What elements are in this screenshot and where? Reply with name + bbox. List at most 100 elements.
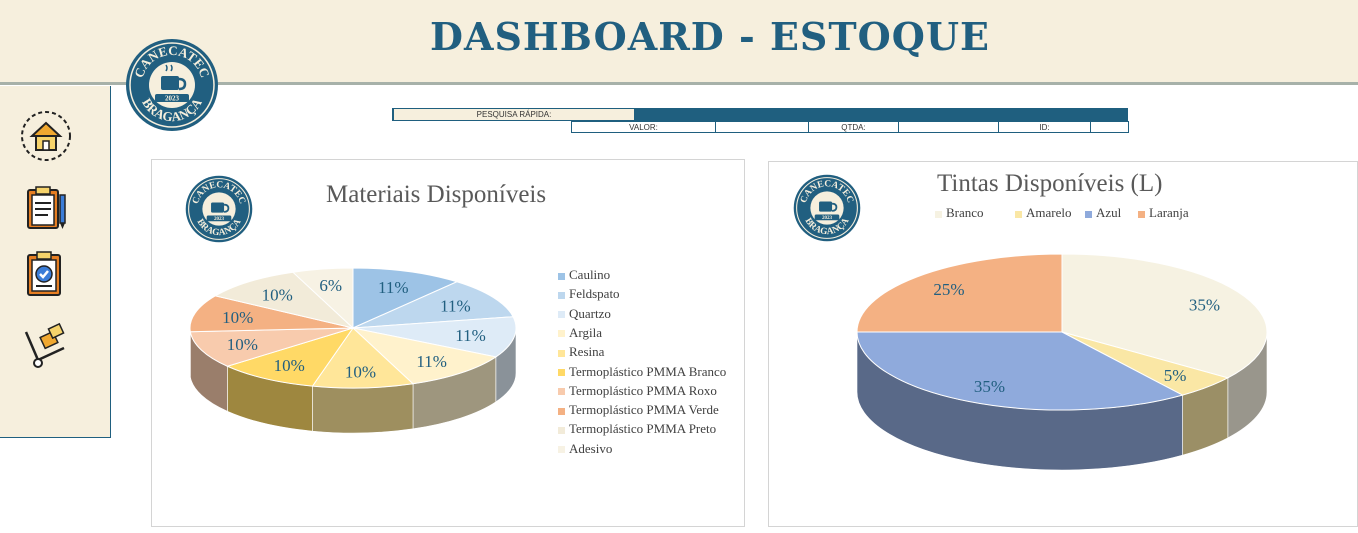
pie-0-slice-2 [352,316,517,358]
pie-0-label-3: 11% [416,352,447,371]
home-icon [21,111,71,161]
pie-0-slice-1 [352,281,514,329]
legend-swatch [1138,210,1145,218]
legend-item-0: Branco [935,205,984,221]
legend-item-7: Termoplástico PMMA Verde [558,402,719,418]
canecatec-logo-small: 2023 CANECATEC BRAGANÇA [793,174,861,242]
pie-0-slice-5 [225,327,355,387]
legend-item-8: Termoplástico PMMA Preto [558,421,716,437]
pie-0-label-8: 10% [262,285,293,304]
pie-0-label-4: 10% [345,363,376,382]
legend-label: Resina [569,344,605,360]
legend-label: Termoplástico PMMA Preto [569,421,717,437]
pie-0-slice-9 [291,267,354,330]
pie-0-label-2: 11% [455,326,486,345]
svg-text:2023: 2023 [822,215,833,221]
legend-item-1: Amarelo [1015,205,1071,221]
legend-swatch [558,446,565,454]
pie-0-slice-0 [352,267,459,329]
pie-0-label-7: 10% [222,308,253,327]
valor-field[interactable] [715,121,809,133]
valor-label: VALOR: [571,121,716,133]
pie-0-label-9: 6% [319,276,342,295]
legend-label: Laranja [1149,205,1189,220]
legend-swatch [558,388,565,396]
pie-1-slice-3 [856,253,1063,333]
pie-0-slice-3 [351,327,498,385]
clipboard-list-icon [27,186,66,229]
legend-label: Termoplástico PMMA Verde [569,402,719,418]
nav-home-button[interactable] [20,110,72,162]
pie-1-label-1: 5% [1164,366,1187,385]
logo-year: 2023 [165,95,180,103]
legend-item-2: Quartzo [558,306,611,322]
legend-label: Amarelo [1026,205,1072,220]
legend-swatch [1085,210,1092,218]
nav-delivery-button[interactable] [20,318,72,370]
page-title: DASHBOARD - ESTOQUE [430,14,990,59]
sidebar [0,86,111,438]
legend-item-1: Feldspato [558,286,620,302]
pie-0-slice-7 [189,295,354,333]
legend-item-3: Laranja [1138,205,1189,221]
pie-0-label-0: 11% [378,278,409,297]
legend-item-6: Termoplástico PMMA Roxo [558,383,717,399]
nav-approved-button[interactable] [20,249,72,301]
pie-0-slice-8 [214,271,355,329]
pie-1-slice-2 [856,331,1184,411]
qtda-field[interactable] [898,121,999,133]
legend-swatch [558,369,565,377]
clipboard-check-icon [27,251,61,296]
legend-swatch [558,291,565,299]
legend-label: Feldspato [569,286,620,302]
legend-label: Branco [946,205,984,220]
legend-label: Termoplástico PMMA Branco [569,363,727,379]
legend-swatch [558,407,565,415]
legend-swatch [558,311,565,319]
legend-item-4: Resina [558,344,604,360]
pie-0-label-5: 10% [274,356,305,375]
legend-swatch [558,330,565,338]
id-field[interactable] [1090,121,1129,133]
pie-0-label-1: 11% [440,297,471,316]
svg-text:2023: 2023 [214,216,225,222]
legend-item-3: Argila [558,325,602,341]
legend-swatch [558,349,565,357]
tintas-pie-chart: 35% 5% 35% 25% [856,253,1268,471]
pie-0-slice-4 [311,327,415,389]
hand-truck-icon [24,322,65,368]
pie-1-slice-0 [1061,253,1268,379]
nav-inventory-button[interactable] [20,183,72,235]
pie-1-label-0: 35% [1189,295,1220,314]
legend-swatch [1015,210,1022,218]
canecatec-logo-small: 2023 CANECATEC BRAGANÇA [185,175,253,243]
materiais-pie-chart: 11% 11% 11% 11% 10% 10% 10% 10% 10% 6% [189,267,517,434]
pie-0-slice-6 [189,327,354,367]
canecatec-logo: 2023 CANECATEC BRAGANÇA [126,39,218,131]
legend-swatch [558,272,565,280]
pie-1-label-3: 25% [933,280,964,299]
legend-item-2: Azul [1085,205,1121,221]
pie-0-side-4 [312,383,414,434]
legend-label: Azul [1096,205,1122,220]
legend-swatch [558,426,565,434]
legend-label: Caulino [569,267,611,282]
header-bar: DASHBOARD - ESTOQUE [0,0,1358,85]
id-label: ID: [998,121,1091,133]
quick-search-bar: PESQUISA RÁPIDA: [392,108,1128,121]
quick-search-input[interactable]: PESQUISA RÁPIDA: [394,109,634,120]
legend-label: Argila [569,324,602,340]
pie-0-label-6: 10% [227,335,258,354]
materiais-chart-panel: 2023 CANECATEC BRAGANÇA Materiais Dispon… [151,159,745,527]
legend-item-9: Adesivo [558,441,612,457]
tintas-chart-title: Tintas Disponíveis (L) [937,170,1163,197]
legend-item-0: Caulino [558,267,610,283]
legend-label: Termoplástico PMMA Roxo [569,382,717,398]
legend-label: Quartzo [569,305,611,321]
legend-swatch [935,210,942,218]
legend-item-5: Termoplástico PMMA Branco [558,364,726,380]
legend-label: Adesivo [569,440,613,456]
materiais-chart-title: Materiais Disponíveis [326,181,547,208]
qtda-label: QTDA: [808,121,899,133]
pie-1-label-2: 35% [974,377,1005,396]
